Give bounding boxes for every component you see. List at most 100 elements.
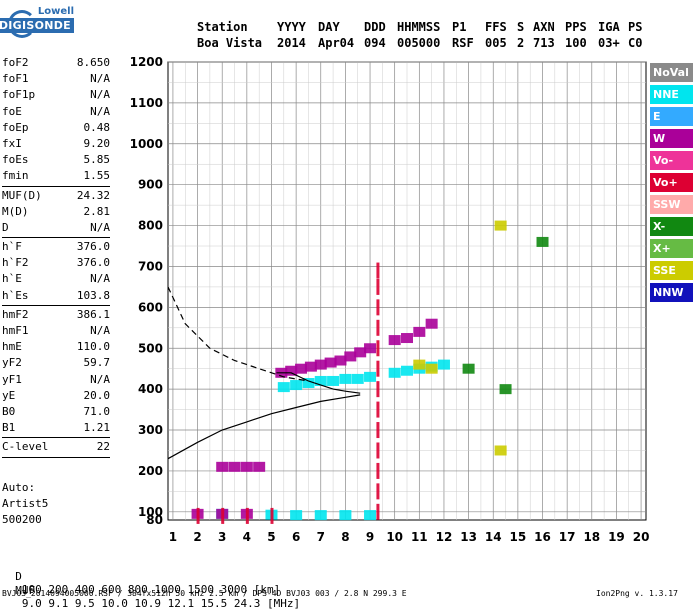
hdr-s: S xyxy=(517,20,525,34)
hdr-hhmmss-value: 005000 xyxy=(397,36,441,50)
trace-point-w xyxy=(304,361,317,372)
param-name: D xyxy=(2,220,9,234)
trace-point-w xyxy=(334,355,347,366)
param-value: 8.650 xyxy=(76,56,110,69)
hdr-ffs: FFS xyxy=(485,20,507,34)
trace-point-vo xyxy=(376,262,380,279)
hdr-axn: AXN xyxy=(533,20,555,34)
hdr-s-value: 2 xyxy=(517,36,525,50)
param-name: yF2 xyxy=(2,356,22,370)
legend-item-nnw: NNW xyxy=(650,283,693,302)
trace-point-w xyxy=(228,461,241,472)
param-row: fxI 9.20 xyxy=(2,136,110,152)
param-row: M(D) 2.81 xyxy=(2,204,110,220)
param-name: foF2 xyxy=(2,56,29,69)
hdr-pps-value: 100 xyxy=(565,36,587,50)
param-name: M(D) xyxy=(2,204,29,218)
param-separator xyxy=(2,304,110,306)
param-value: N/A xyxy=(90,104,110,118)
param-name: h`F xyxy=(2,240,22,254)
param-value: 24.32 xyxy=(76,188,110,202)
x-tick-label: 8 xyxy=(341,530,349,544)
y-tick-label: 600 xyxy=(138,300,163,314)
y-tick-label: 80 xyxy=(146,513,163,527)
footer-muf-values: 9.0 9.1 9.5 10.0 10.9 12.1 15.5 24.3 [MH… xyxy=(15,597,300,610)
trace-point-w xyxy=(253,461,266,472)
trace-point-nne xyxy=(364,510,377,521)
param-name: B1 xyxy=(2,421,16,435)
y-tick-label: 300 xyxy=(138,423,163,437)
footer-value: 9.5 xyxy=(68,597,95,610)
param-name: C-level xyxy=(2,440,49,454)
footer-value: 200 xyxy=(41,583,69,596)
trace-point-vo xyxy=(376,483,380,500)
trace-point-w xyxy=(314,359,327,370)
param-name: foEs xyxy=(2,153,29,167)
param-value: 22 xyxy=(96,440,110,454)
trace-point-vo xyxy=(376,319,380,336)
trace-point-vo xyxy=(270,507,274,524)
param-name: hmE xyxy=(2,340,22,354)
param-row: yF1 N/A xyxy=(2,372,110,388)
trace-point-x xyxy=(536,236,549,247)
trace-point-nne xyxy=(327,375,340,386)
param-row: B0 71.0 xyxy=(2,404,110,420)
footer-value: 1000 xyxy=(147,583,181,596)
legend-item-nne: NNE xyxy=(650,85,693,104)
legend-item-x: X- xyxy=(650,217,693,236)
x-tick-label: 19 xyxy=(608,530,625,544)
trace-point-vo xyxy=(376,381,380,398)
param-separator xyxy=(2,185,110,187)
param-name: hmF2 xyxy=(2,307,29,321)
param-value: 20.0 xyxy=(83,388,111,402)
y-tick-label: 400 xyxy=(138,382,163,396)
y-tick-label: 1100 xyxy=(130,96,163,110)
profile-dashed-curve xyxy=(167,286,309,382)
trace-point-sse xyxy=(494,445,507,456)
param-separator xyxy=(2,237,110,239)
legend-item-sse: SSE xyxy=(650,261,693,280)
hdr-day: DAY xyxy=(318,20,340,34)
param-row: MUF(D) 24.32 xyxy=(2,188,110,204)
trace-point-nne xyxy=(388,367,401,378)
param-value: N/A xyxy=(90,272,110,286)
trace-point-sse xyxy=(413,359,426,370)
auto-label: Auto: xyxy=(2,481,36,494)
param-value: 110.0 xyxy=(76,340,110,354)
footer-d-row: D 100 200 400 600 800 1000 1500 3000 [km… xyxy=(2,557,280,596)
trace-point-nne xyxy=(290,510,303,521)
trace-point-x xyxy=(462,363,475,374)
param-name: B0 xyxy=(2,404,16,418)
param-name: foEp xyxy=(2,120,29,134)
param-name: h`E xyxy=(2,272,22,286)
param-value: 1.21 xyxy=(83,421,111,435)
hdr-year: YYYY xyxy=(277,20,306,34)
param-value: N/A xyxy=(90,72,110,86)
param-row: h`E N/A xyxy=(2,271,110,287)
x-tick-label: 13 xyxy=(460,530,477,544)
x-tick-label: 20 xyxy=(633,530,650,544)
trace-point-vo xyxy=(376,442,380,459)
trace-point-nne xyxy=(302,378,315,389)
trace-point-nne xyxy=(339,510,352,521)
trace-point-vo xyxy=(376,299,380,316)
parameter-panel: foF2 8.650 foF1 N/A foF1p N/A foE N/A foEp 0.48 fx… xyxy=(2,55,110,459)
param-name: yE xyxy=(2,388,16,402)
footer-value: 15.5 xyxy=(194,597,228,610)
trace-point-vo xyxy=(376,462,380,479)
trace-point-w xyxy=(324,357,337,368)
trace-point-sse xyxy=(494,220,507,231)
param-value: 1.55 xyxy=(83,169,111,183)
trace-point-vo xyxy=(376,503,380,520)
param-row: h`F 376.0 xyxy=(2,239,110,255)
param-row: fmin 1.55 xyxy=(2,168,110,184)
trace-point-vo xyxy=(376,401,380,418)
y-tick-label: 1200 xyxy=(130,55,163,69)
footer-file-line: BVJ03_2014094005000.RSF / 384fx512h 50 k… xyxy=(2,589,407,598)
hdr-ffs-value: 005 xyxy=(485,36,507,50)
param-name: fmin xyxy=(2,169,29,183)
footer-value: 9.0 xyxy=(15,597,42,610)
profile-solid-curve xyxy=(167,394,361,460)
footer-value: 10.9 xyxy=(127,597,161,610)
